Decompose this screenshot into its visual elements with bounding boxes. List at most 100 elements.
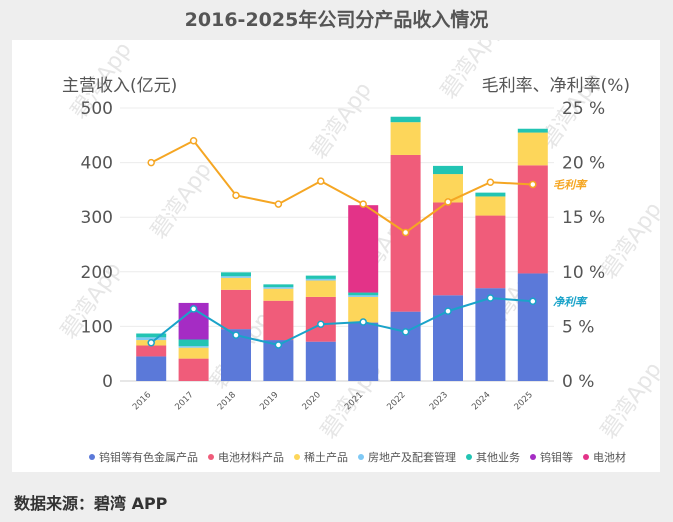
bar-segment: [475, 192, 506, 197]
legend-marker: [208, 454, 214, 460]
bar-segment: [136, 356, 167, 381]
bar-segment: [305, 275, 336, 279]
bar-segment: [221, 277, 251, 290]
bar-segment: [517, 273, 548, 381]
bar-segment: [348, 205, 379, 293]
line-point: [529, 297, 537, 306]
chart-svg: 碧湾App碧湾App碧湾App碧湾App碧湾App碧湾App碧湾App碧湾App…: [56, 18, 666, 464]
line-point: [317, 320, 325, 328]
bar-segment: [178, 339, 209, 347]
legend-label: 电池材: [593, 450, 626, 464]
left-tick-label: 300: [81, 208, 113, 228]
line-point: [317, 177, 325, 185]
line-point: [529, 180, 537, 189]
bar-segment: [475, 196, 506, 216]
line-end-label: 毛利率: [553, 178, 588, 191]
bar-segment: [136, 345, 167, 357]
watermark-text: 碧湾App: [596, 198, 660, 284]
left-tick-label: 500: [81, 99, 113, 119]
left-tick-labels: 0 100 200 300 400 500: [81, 99, 113, 392]
x-tick-label: 2016: [131, 390, 153, 412]
x-tick-label: 2025: [513, 390, 535, 412]
line-point: [401, 328, 410, 336]
bar-segment: [475, 215, 506, 289]
right-axis-title: 毛利率、净利率(%): [482, 76, 630, 96]
x-tick-label: 2022: [385, 390, 407, 412]
watermark-text: 碧湾App: [596, 358, 660, 444]
line-point: [147, 339, 155, 347]
bar-segment: [263, 284, 294, 288]
bar-segment: [263, 288, 294, 301]
legend-label: 电池材料产品: [218, 450, 284, 464]
line-point: [486, 294, 495, 302]
bar-segment: [305, 280, 336, 297]
line-point: [359, 200, 367, 208]
x-tick-label: 2018: [216, 390, 238, 412]
left-tick-label: 100: [81, 317, 113, 337]
legend-marker: [89, 454, 95, 460]
bar-segment: [178, 347, 209, 359]
x-tick-label: 2017: [173, 390, 195, 412]
left-tick-label: 400: [81, 154, 113, 174]
right-tick-label: 20 %: [562, 154, 605, 174]
right-tick-label: 10 %: [562, 263, 605, 283]
page-title: 2016-2025年公司分产品收入情况: [184, 9, 489, 31]
bar-segment: [433, 165, 463, 175]
line-point: [147, 158, 155, 167]
bar-segment: [475, 288, 506, 381]
x-tick-label: 2023: [428, 390, 450, 412]
legend-label: 钨钼等: [540, 450, 573, 464]
data-source: 数据来源：碧湾 APP: [14, 494, 168, 513]
x-tick-label: 2019: [258, 390, 280, 412]
right-tick-labels: 0 % 5 % 10 % 15 % 20 % 25 %: [562, 99, 605, 392]
bar-segment: [136, 333, 167, 338]
bar-segment: [390, 122, 421, 155]
legend-label: 钨钼等有色金属产品: [99, 450, 198, 464]
watermark-text: 碧湾App: [146, 158, 216, 244]
line-point: [486, 178, 495, 187]
line-point: [189, 305, 198, 313]
bar-segment: [221, 272, 251, 277]
line-point: [232, 331, 240, 339]
left-tick-label: 0: [102, 372, 113, 392]
legend-marker: [358, 454, 364, 460]
bar-segment: [136, 337, 167, 341]
bar-segment: [221, 289, 251, 330]
left-axis-title: 主营收入(亿元): [62, 76, 177, 96]
legend-label: 其他业务: [476, 451, 520, 464]
right-tick-label: 0 %: [562, 372, 594, 392]
bar-segment: [348, 322, 379, 381]
legend-marker: [530, 454, 536, 460]
x-tick-label: 2024: [470, 390, 492, 412]
line-point: [232, 191, 240, 200]
bar-segment: [517, 128, 548, 133]
bar-segment: [390, 116, 421, 123]
bar-segment: [517, 132, 548, 166]
x-tick-label: 2020: [301, 390, 323, 412]
line-point: [359, 318, 367, 326]
legend-label: 稀土产品: [304, 450, 348, 464]
bar-segment: [263, 287, 294, 289]
line-point: [274, 341, 283, 349]
legend-label: 房地产及配套管理: [368, 450, 456, 464]
bar-segment: [263, 300, 294, 341]
line-point: [444, 198, 452, 206]
bar-segment: [221, 276, 251, 278]
right-tick-label: 15 %: [562, 208, 605, 228]
bar-segment: [433, 202, 463, 296]
bar-segment: [305, 278, 336, 281]
bar-segment: [390, 311, 421, 381]
bar-segment: [178, 358, 209, 381]
chart-panel: 碧湾App 碧湾App 碧湾App 碧湾App 碧湾App 碧湾App 碧湾App 碧湾App…: [12, 18, 667, 472]
legend: 钨钼等有色金属产品 电池材料产品 稀土产品 房地产及配套管理 其他业务 钨钼等 电池材: [89, 450, 626, 464]
line-point: [274, 200, 283, 208]
line-series: [150, 296, 533, 347]
right-tick-label: 25 %: [562, 99, 605, 119]
left-tick-label: 200: [81, 263, 113, 283]
legend-marker: [583, 454, 589, 460]
legend-marker: [294, 454, 300, 460]
line-point: [401, 228, 410, 237]
right-tick-label: 5 %: [562, 317, 594, 337]
watermark-text: 碧湾App: [306, 78, 376, 164]
